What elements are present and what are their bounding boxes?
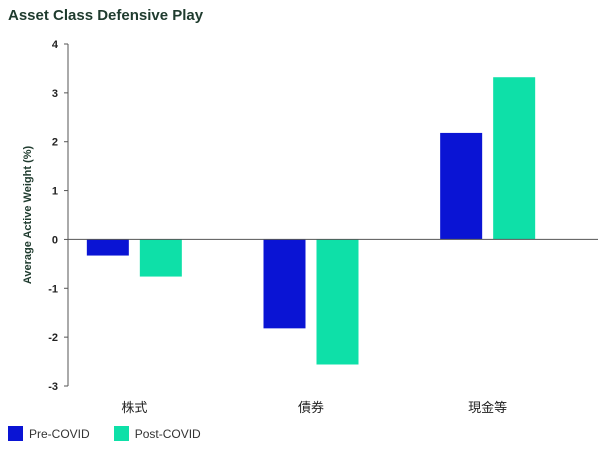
y-tick-label: 3 [52, 88, 58, 100]
bar-pre-covid [86, 239, 129, 256]
legend-swatch-post-covid [113, 426, 129, 441]
y-tick-label: 2 [52, 137, 58, 149]
y-tick-label: 1 [52, 186, 58, 198]
bar-post-covid [139, 239, 182, 277]
y-tick-label: 0 [52, 234, 58, 246]
legend-item-post-covid: Post-COVID [113, 426, 201, 441]
x-tick-label: 債券 [298, 400, 324, 416]
chart-title: Asset Class Defensive Play [8, 7, 204, 24]
y-tick-label: -3 [48, 381, 58, 393]
legend: Pre-COVID Post-COVID [8, 426, 225, 441]
y-tick-label: 4 [52, 39, 59, 51]
bar-post-covid [316, 239, 359, 365]
y-tick-label: -2 [48, 332, 58, 344]
legend-item-pre-covid: Pre-COVID [8, 426, 90, 441]
legend-swatch-pre-covid [8, 426, 23, 441]
y-tick-label: -1 [48, 283, 58, 295]
x-tick-label: 株式 [121, 401, 147, 416]
x-tick-label: 現金等 [468, 400, 507, 416]
legend-label-post-covid: Post-COVID [134, 426, 201, 441]
legend-label-pre-covid: Pre-COVID [29, 426, 90, 441]
y-axis-label: Average Active Weight (%) [22, 145, 34, 284]
bar-post-covid [493, 77, 536, 240]
bar-pre-covid [263, 239, 306, 329]
bar-pre-covid [440, 132, 483, 240]
